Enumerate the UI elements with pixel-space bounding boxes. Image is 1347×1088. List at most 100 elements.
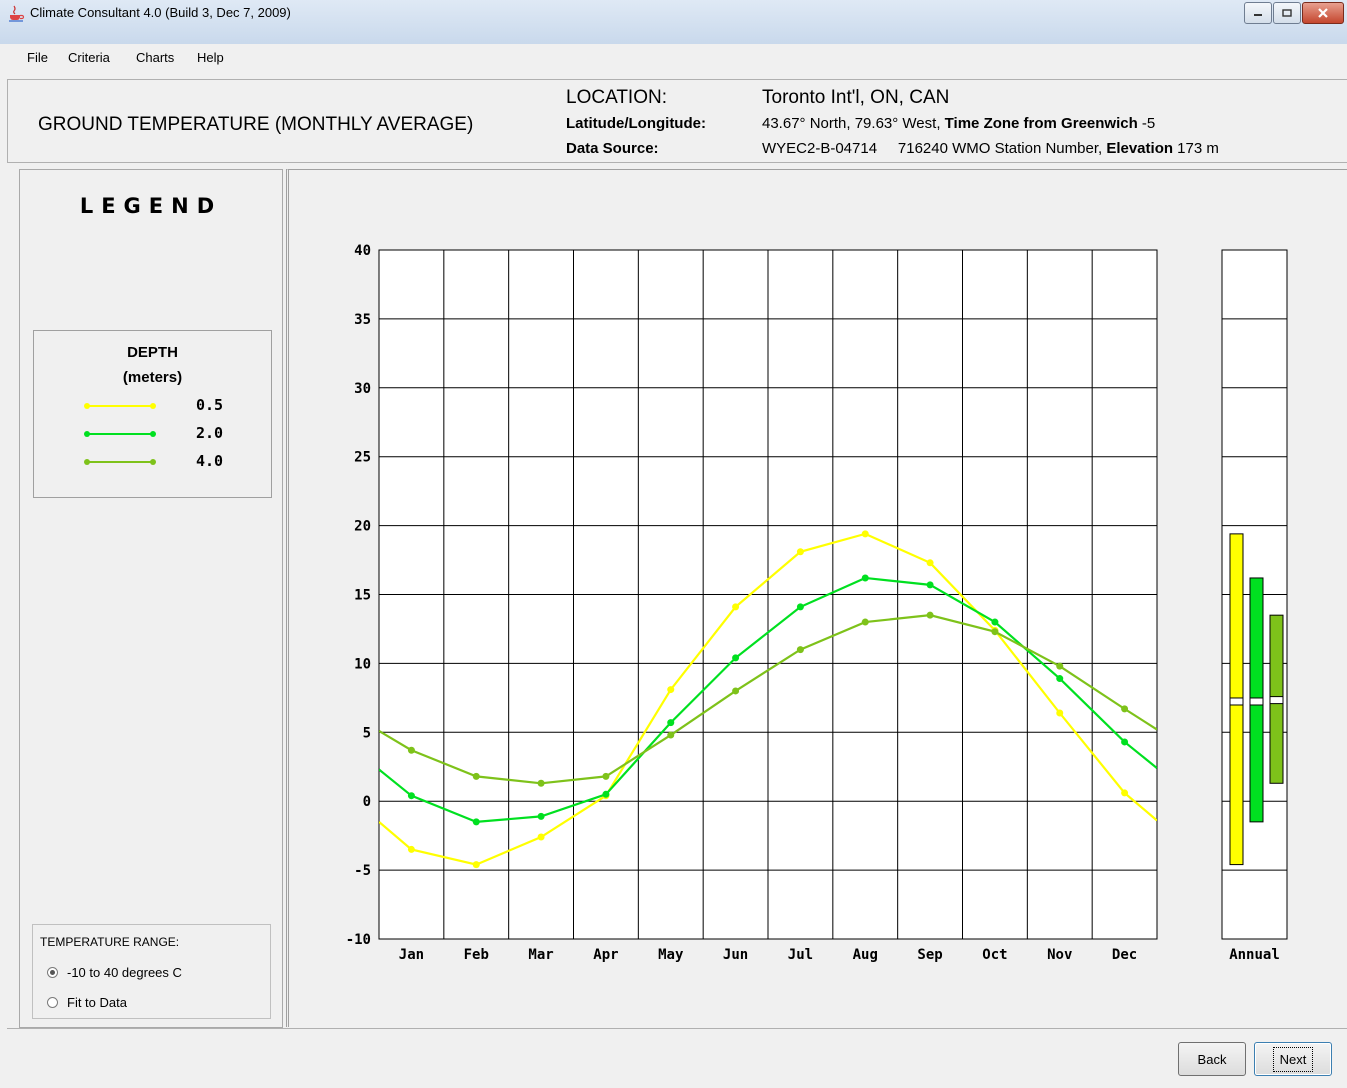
timezone-value: -5: [1137, 115, 1156, 132]
series-line-0-5: [379, 532, 1157, 866]
range-fit-label: Fit to Data: [67, 995, 127, 1010]
y-tick-label: 35: [354, 312, 371, 328]
next-button[interactable]: Next: [1254, 1042, 1332, 1076]
menu-file[interactable]: File: [27, 50, 48, 65]
legend-label-0-5: 0.5: [196, 396, 224, 414]
window-title-bar: Climate Consultant 4.0 (Build 3, Dec 7, …: [0, 0, 1347, 44]
back-button[interactable]: Back: [1178, 1042, 1246, 1076]
close-button[interactable]: [1302, 2, 1344, 24]
y-tick-label: 15: [354, 588, 371, 604]
depth-units: (meters): [122, 369, 183, 386]
data-point: [472, 818, 480, 826]
data-point: [472, 772, 480, 780]
data-point: [407, 845, 415, 853]
minimize-icon: [1254, 14, 1262, 16]
data-point: [1056, 675, 1064, 683]
y-tick-label: 10: [354, 656, 371, 672]
x-tick-label: Jan: [399, 947, 424, 963]
menu-charts[interactable]: Charts: [136, 50, 175, 65]
next-button-label: Next: [1272, 1046, 1314, 1072]
y-tick-label: 40: [354, 243, 371, 259]
data-point: [602, 790, 610, 798]
depth-title: DEPTH: [127, 344, 178, 361]
latlong-label: Latitude/Longitude:: [566, 115, 706, 132]
java-cup-icon: [9, 5, 25, 22]
data-point: [1121, 789, 1129, 797]
x-tick-label: Dec: [1112, 947, 1137, 963]
data-point: [861, 530, 869, 538]
latlong-value: 43.67° North, 79.63° West,: [762, 115, 945, 132]
data-point: [602, 772, 610, 780]
maximize-button[interactable]: [1273, 2, 1301, 24]
annual-label: Annual: [1229, 947, 1280, 963]
legend-entry-0-5: 0.5: [84, 396, 254, 414]
annual-mean-marker: [1229, 697, 1244, 706]
data-point: [861, 618, 869, 626]
x-tick-label: Feb: [464, 947, 489, 963]
data-point: [861, 574, 869, 582]
location-value: Toronto Int'l, ON, CAN: [762, 87, 950, 108]
y-tick-label: 5: [363, 725, 371, 741]
legend-swatch-0-5: [84, 403, 156, 409]
data-point: [732, 687, 740, 695]
chart-header: GROUND TEMPERATURE (MONTHLY AVERAGE) LOC…: [7, 79, 1347, 163]
x-tick-label: Oct: [982, 947, 1007, 963]
annual-mean-marker: [1249, 697, 1264, 706]
data-point: [926, 581, 934, 589]
range-option-fit[interactable]: Fit to Data: [47, 995, 127, 1010]
legend-swatch-2-0: [84, 431, 156, 437]
back-button-label: Back: [1197, 1051, 1227, 1067]
legend-label-4-0: 4.0: [196, 452, 224, 470]
minimize-button[interactable]: [1244, 2, 1272, 24]
data-point: [796, 646, 804, 654]
close-icon: [1318, 8, 1328, 18]
data-point: [667, 686, 675, 694]
legend-panel: LEGEND DEPTH (meters) 0.5 2.0 4.0: [19, 169, 283, 1028]
legend-label-2-0: 2.0: [196, 424, 224, 442]
source-line: WYEC2-B-04714 716240 WMO Station Number,…: [762, 140, 1219, 157]
data-point: [1121, 705, 1129, 713]
data-point: [1056, 662, 1064, 670]
series-line-4-0: [379, 614, 1157, 785]
x-tick-label: Mar: [528, 947, 553, 963]
temperature-range-title: TEMPERATURE RANGE:: [40, 935, 180, 949]
data-point: [667, 719, 675, 727]
y-tick-label: 25: [354, 450, 371, 466]
data-point: [991, 618, 999, 626]
x-tick-label: May: [658, 947, 684, 963]
data-point: [1056, 709, 1064, 717]
data-point: [472, 861, 480, 869]
range-option-fixed[interactable]: -10 to 40 degrees C: [47, 965, 182, 980]
data-point: [926, 559, 934, 567]
data-point: [407, 746, 415, 754]
data-point: [732, 603, 740, 611]
data-point: [926, 611, 934, 619]
range-fixed-radio[interactable]: [47, 967, 58, 978]
chart-title: GROUND TEMPERATURE (MONTHLY AVERAGE): [38, 114, 474, 135]
data-point: [407, 792, 415, 800]
y-tick-label: 30: [354, 381, 371, 397]
data-point: [796, 548, 804, 556]
temperature-range-box: TEMPERATURE RANGE: -10 to 40 degrees C F…: [32, 924, 271, 1019]
data-point: [1121, 738, 1129, 746]
data-point: [991, 628, 999, 636]
data-point: [796, 603, 804, 611]
timezone-label: Time Zone from Greenwich: [944, 115, 1138, 132]
data-point: [537, 833, 545, 841]
data-point: [537, 779, 545, 787]
x-tick-label: Apr: [593, 947, 618, 963]
legend-entry-4-0: 4.0: [84, 452, 254, 470]
menu-help[interactable]: Help: [197, 50, 224, 65]
menu-criteria[interactable]: Criteria: [68, 50, 110, 65]
bottom-bar: Back Next: [7, 1028, 1347, 1088]
range-fixed-label: -10 to 40 degrees C: [67, 965, 182, 980]
y-tick-label: -5: [354, 863, 371, 879]
elevation-value: 173 m: [1173, 140, 1219, 157]
legend-swatch-4-0: [84, 459, 156, 465]
x-tick-label: Jul: [788, 947, 813, 963]
depth-legend-title: DEPTH (meters): [34, 340, 271, 390]
x-tick-label: Sep: [917, 947, 942, 963]
x-tick-label: Aug: [853, 947, 878, 963]
range-fit-radio[interactable]: [47, 997, 58, 1008]
source-label: Data Source:: [566, 140, 659, 157]
